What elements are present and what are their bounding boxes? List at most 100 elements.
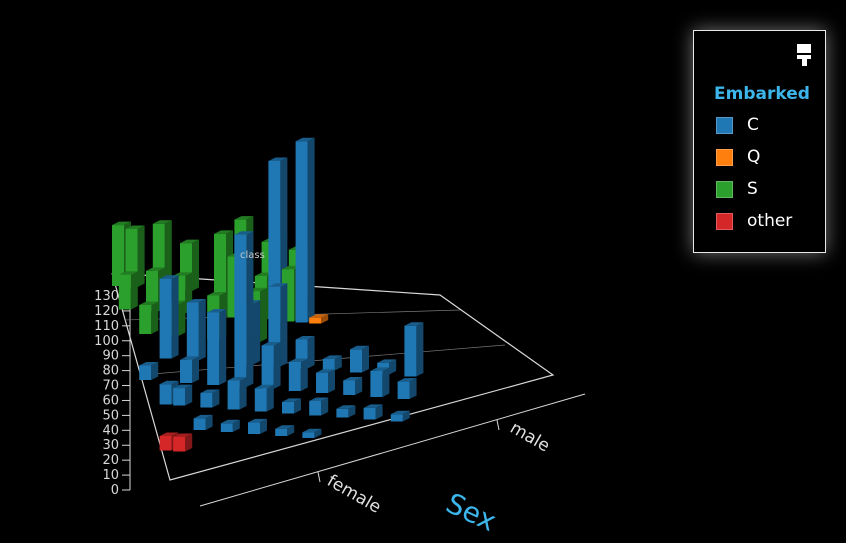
bar-side-face <box>307 336 315 369</box>
bar-other[interactable] <box>173 433 193 452</box>
x-tick-label-male: male <box>507 418 554 456</box>
bar-c[interactable] <box>173 384 193 406</box>
x-tick-label-female: female <box>324 471 385 518</box>
bar-top-face <box>200 389 220 393</box>
legend-item-q[interactable]: Q <box>716 146 760 168</box>
bar-top-face <box>295 137 315 142</box>
bar-c[interactable] <box>336 405 356 418</box>
bar-c[interactable] <box>316 369 335 393</box>
bar-side-face <box>239 377 247 410</box>
bar-side-face <box>307 137 315 323</box>
bar-front-face <box>309 317 322 324</box>
bar-side-face <box>375 404 383 420</box>
bar-c[interactable] <box>302 428 322 438</box>
bar-side-face <box>260 418 267 434</box>
bar-top-face <box>268 283 288 287</box>
legend: Embarked C Q S other <box>693 30 826 253</box>
bar-front-face <box>254 388 267 412</box>
bar-top-face <box>350 345 369 350</box>
bar-c[interactable] <box>200 389 220 408</box>
bar-c[interactable] <box>234 231 254 387</box>
bar-c[interactable] <box>186 299 206 361</box>
z-tick-label: 60 <box>102 393 119 408</box>
bar-c[interactable] <box>322 355 342 371</box>
bar-c[interactable] <box>404 322 424 377</box>
axis-label-class: class <box>240 250 265 261</box>
bar-front-face <box>159 436 172 451</box>
z-tick-label: 120 <box>94 304 119 319</box>
z-tick-label: 20 <box>102 453 119 468</box>
bar-top-face <box>173 433 193 437</box>
bar-front-face <box>309 401 322 416</box>
bar-c[interactable] <box>227 377 247 410</box>
bar-front-face <box>343 380 356 395</box>
z-tick-label: 70 <box>102 379 119 394</box>
bar-c[interactable] <box>139 362 159 380</box>
bar-top-face <box>268 157 288 161</box>
legend-item-other[interactable]: other <box>716 210 792 232</box>
bar-s[interactable] <box>118 271 138 310</box>
bar-c[interactable] <box>180 356 199 383</box>
bar-side-face <box>294 398 301 414</box>
z-tick-label: 10 <box>102 468 119 483</box>
bar-top-face <box>227 377 247 381</box>
bar-front-face <box>302 432 315 438</box>
bar-front-face <box>159 384 172 405</box>
bar-front-face <box>159 278 172 359</box>
bar-top-face <box>275 425 295 429</box>
bar-top-face <box>404 322 424 326</box>
bar-top-face <box>343 377 363 381</box>
bar-c[interactable] <box>275 425 295 436</box>
bar-c[interactable] <box>363 404 383 420</box>
bar-top-face <box>214 230 233 234</box>
bar-front-face <box>227 380 240 410</box>
z-tick-label: 130 <box>94 289 119 304</box>
bar-c[interactable] <box>390 410 410 422</box>
floor-grid-line <box>139 344 506 376</box>
bar-c[interactable] <box>193 414 213 430</box>
bar-c[interactable] <box>282 398 301 414</box>
bar-c[interactable] <box>309 397 329 416</box>
bar-c[interactable] <box>397 378 417 399</box>
bar-top-face <box>180 239 199 244</box>
bar-c[interactable] <box>350 345 369 373</box>
bar-c[interactable] <box>254 384 274 412</box>
paint-brush-icon[interactable] <box>795 43 813 67</box>
legend-title: Embarked <box>714 84 810 104</box>
legend-item-c[interactable]: C <box>716 114 759 136</box>
bar-side-face <box>321 314 329 324</box>
bar-front-face <box>118 274 131 310</box>
bar-side-face <box>219 309 227 385</box>
bar-c[interactable] <box>370 367 390 397</box>
bar-c[interactable] <box>248 418 267 434</box>
bar-side-face <box>130 271 138 310</box>
bar-side-face <box>266 384 274 412</box>
z-tick-label: 80 <box>102 364 119 379</box>
bar-top-face <box>152 220 172 224</box>
bar-c[interactable] <box>207 309 227 385</box>
bar-c[interactable] <box>343 377 363 395</box>
bar-side-face <box>164 220 172 289</box>
bar-top-face <box>207 309 227 313</box>
bar-side-face <box>409 378 417 399</box>
bar-front-face <box>390 414 403 422</box>
bar-c[interactable] <box>220 419 240 432</box>
bar-front-face <box>295 141 308 323</box>
z-tick-label: 110 <box>94 319 119 334</box>
bar-c[interactable] <box>159 275 179 359</box>
x-tick-female <box>317 471 321 483</box>
legend-item-s[interactable]: S <box>716 178 758 200</box>
bar-c[interactable] <box>261 342 281 389</box>
bar-c[interactable] <box>288 358 308 392</box>
bar-q[interactable] <box>309 314 329 324</box>
bar-side-face <box>151 362 159 380</box>
bar-s[interactable] <box>139 301 159 335</box>
bar-side-face <box>300 358 308 391</box>
z-tick-label: 40 <box>102 423 119 438</box>
bar-top-face <box>390 410 410 415</box>
bar-top-face <box>309 314 329 318</box>
bar-side-face <box>171 275 179 359</box>
bar-top-face <box>322 355 342 359</box>
bar-side-face <box>314 428 322 438</box>
bar-c[interactable] <box>295 137 315 323</box>
